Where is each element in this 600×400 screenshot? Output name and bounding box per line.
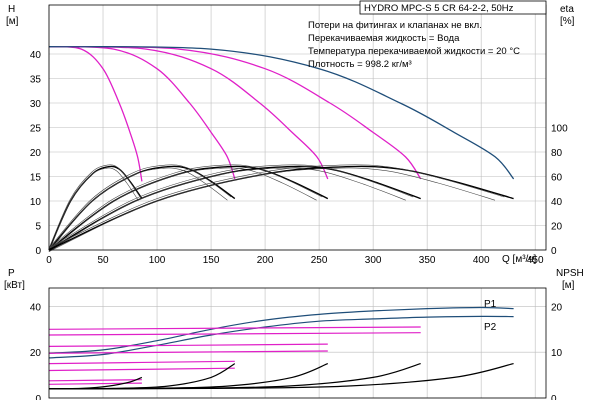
npsh-axis-unit: [м] (562, 280, 575, 291)
head-tick-label: 30 (30, 99, 42, 110)
q-tick-label: 200 (257, 255, 274, 266)
power-curve-5 (48, 367, 235, 372)
note-liquid: Перекачиваемая жидкость = Вода (308, 33, 460, 44)
note-density: Плотность = 998.2 кг/м³ (308, 59, 412, 70)
efficiency-curve-thin-7-0 (48, 164, 323, 249)
q-tick-label: 400 (473, 255, 490, 266)
head-axis-ticks: 0 5 10 15 20 25 30 35 40 (30, 50, 42, 257)
npsh-curve-14 (48, 363, 514, 390)
series-label-p2: P2 (484, 322, 497, 333)
power-tick-label: 0 (35, 394, 41, 400)
efficiency-curve-thin-6-0 (48, 164, 232, 249)
head-axis-unit: [м] (6, 16, 19, 27)
head-tick-label: 35 (30, 75, 42, 86)
q-tick-label: 150 (203, 255, 220, 266)
npsh-tick-label: 0 (551, 394, 557, 400)
power-axis-unit: [кВт] (4, 280, 25, 291)
power-panel-frame (48, 287, 547, 399)
efficiency-curve-thin-5-1 (48, 167, 139, 252)
q-axis-label: Q [м³/ч] (502, 254, 537, 265)
q-axis-ticks: 0 50 100 150 200 250 300 350 400 450 (46, 255, 544, 266)
head-curve-1 (48, 45, 236, 180)
head-tick-label: 15 (30, 173, 42, 184)
eta-tick-label: 100 (551, 124, 568, 135)
npsh-tick-label: 10 (551, 348, 563, 359)
efficiency-curve-thin-6-1 (48, 167, 228, 252)
head-tick-label: 10 (30, 197, 42, 208)
note-fittings: Потери на фитингах и клапанах не вкл. (308, 20, 482, 31)
eta-axis-unit: [%] (560, 16, 575, 27)
head-tick-label: 5 (35, 222, 41, 233)
power-curve-p2 (48, 315, 514, 359)
eta-tick-label: 60 (551, 173, 563, 184)
power-curve-8 (48, 326, 421, 330)
eta-axis-ticks: 0 20 40 60 80 100 (551, 124, 568, 258)
head-axis-label: H (8, 4, 15, 15)
power-curve-6 (48, 343, 328, 347)
power-tick-label: 20 (30, 348, 42, 359)
power-curve-2 (48, 379, 142, 382)
head-tick-label: 0 (35, 246, 41, 257)
power-tick-label: 40 (30, 302, 42, 313)
efficiency-curve-thin-7-1 (48, 167, 317, 252)
npsh-curve-11 (48, 363, 236, 390)
q-tick-label: 100 (149, 255, 166, 266)
head-tick-label: 25 (30, 124, 42, 135)
head-curve-2 (48, 46, 329, 180)
chart-title-box (359, 0, 547, 15)
power-panel-grid (48, 288, 546, 399)
head-tick-label: 40 (30, 50, 42, 61)
chart-title: HYDRO MPC-S 5 CR 64-2-2, 50Hz (364, 3, 514, 14)
eta-tick-label: 20 (551, 222, 563, 233)
eta-tick-label: 80 (551, 148, 563, 159)
power-panel-curves (48, 306, 514, 390)
q-tick-label: 0 (46, 255, 52, 266)
power-axis-ticks: 0 20 40 (30, 302, 42, 400)
q-tick-label: 300 (365, 255, 382, 266)
head-curve-0 (48, 46, 143, 182)
power-curve-7 (48, 350, 328, 354)
efficiency-curve-thin-9-0 (48, 164, 505, 249)
npsh-axis-ticks: 0 10 20 (551, 302, 563, 400)
head-curve-4 (48, 45, 515, 180)
efficiency-curve-thin-8-0 (48, 164, 414, 249)
head-panel-curves (48, 45, 515, 252)
series-label-p1: P1 (484, 299, 497, 310)
power-curve-3 (48, 382, 142, 385)
efficiency-curve-thin-5-0 (48, 164, 141, 249)
head-curve-3 (48, 45, 422, 180)
npsh-axis-label: NPSH (556, 268, 584, 279)
q-tick-label: 50 (97, 255, 109, 266)
power-axis-label: P (8, 268, 15, 279)
eta-tick-label: 0 (551, 246, 557, 257)
eta-tick-label: 40 (551, 197, 563, 208)
power-curve-4 (48, 360, 235, 365)
efficiency-curve-thin-9-1 (48, 167, 496, 252)
eta-axis-label: eta (560, 4, 574, 15)
note-temperature: Температура перекачиваемой жидкости = 20… (308, 46, 520, 57)
power-curve-9 (48, 332, 421, 336)
npsh-tick-label: 20 (551, 302, 563, 313)
head-panel-frame (48, 4, 547, 251)
q-tick-label: 350 (419, 255, 436, 266)
npsh-curve-12 (48, 363, 329, 390)
head-panel-grid (48, 5, 546, 251)
q-tick-label: 250 (311, 255, 328, 266)
q-tick-label: 450 (527, 255, 544, 266)
efficiency-curve-thin-8-1 (48, 167, 406, 252)
head-tick-label: 20 (30, 148, 42, 159)
